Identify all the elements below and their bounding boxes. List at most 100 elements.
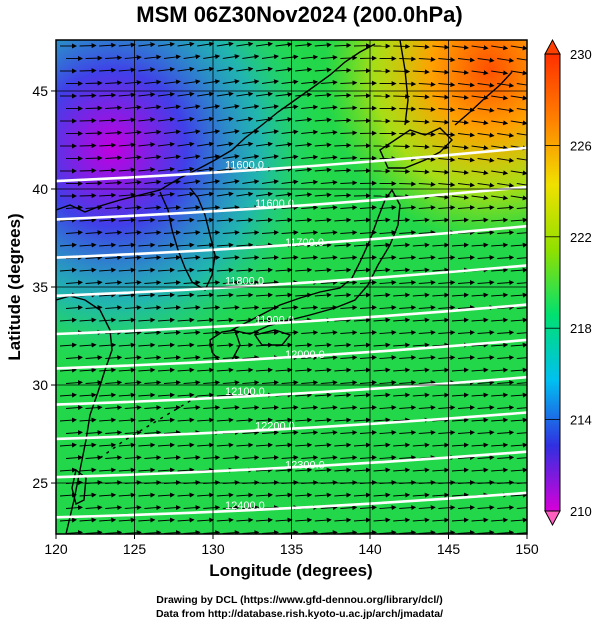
wind-arrow (242, 154, 260, 160)
wind-arrow (138, 442, 156, 448)
wind-arrow (471, 70, 489, 76)
wind-arrow (177, 242, 195, 248)
wind-arrow (255, 41, 273, 47)
wind-arrow (399, 81, 417, 87)
wind-arrow (183, 179, 201, 185)
wind-arrow (177, 317, 195, 323)
colorbar-label-226: 226 (570, 138, 592, 153)
wind-arrow (163, 154, 181, 160)
wind-arrow (418, 280, 436, 286)
wind-arrow (197, 517, 215, 523)
wind-arrow (491, 242, 509, 248)
wind-arrow (79, 143, 97, 149)
wind-arrow (222, 505, 240, 511)
wind-arrow (144, 280, 162, 286)
wind-arrow (79, 442, 97, 448)
wind-arrow (144, 205, 162, 211)
wind-arrow (516, 207, 527, 209)
wind-arrow (301, 129, 319, 135)
wind-arrow (183, 255, 201, 261)
wind-arrow (203, 54, 221, 60)
wind-arrow (105, 430, 123, 436)
x-axis-title: Longitude (degrees) (209, 561, 372, 580)
wind-arrow (399, 330, 417, 336)
wind-arrow (457, 355, 475, 361)
wind-arrow (236, 517, 254, 523)
shikoku (253, 329, 292, 346)
wind-arrow (438, 132, 456, 138)
wind-arrow (203, 205, 221, 211)
wind-arrow (157, 141, 175, 147)
wind-arrow (295, 42, 313, 48)
wind-arrow (99, 517, 117, 523)
wind-arrow (432, 442, 450, 448)
wind-arrow (236, 267, 254, 273)
wind-arrow (85, 130, 103, 136)
wind-arrow (432, 242, 450, 248)
wind-arrow (399, 355, 417, 361)
wind-arrow (295, 192, 313, 198)
wind-arrow (399, 181, 417, 187)
wind-arrow (59, 217, 77, 223)
wind-arrow (197, 66, 215, 72)
wind-arrow (177, 492, 195, 498)
wind-arrow (216, 317, 234, 323)
wind-arrow (491, 120, 509, 126)
wind-arrow (99, 167, 117, 173)
wind-arrow (393, 217, 411, 223)
wind-arrow (477, 280, 495, 286)
wind-arrow (457, 280, 475, 286)
contour-label: 11600.0 (225, 160, 264, 172)
wind-arrow (261, 280, 279, 286)
wind-arrow (301, 380, 319, 386)
wind-arrow (222, 79, 240, 85)
y-tick-label-45: 45 (32, 83, 48, 99)
wind-arrow (281, 104, 299, 110)
wind-arrow (334, 442, 352, 448)
wind-arrow (99, 242, 117, 248)
wind-arrow (203, 455, 221, 461)
wind-arrow (79, 417, 97, 423)
wind-arrow (203, 305, 221, 311)
wind-arrow (255, 342, 273, 348)
wind-arrow (59, 267, 77, 273)
wind-arrow (320, 55, 338, 61)
wind-arrow (353, 217, 371, 223)
wind-arrow (491, 367, 509, 373)
y-tick-label-35: 35 (32, 279, 48, 295)
colorbar-min-arrow (544, 510, 561, 527)
wind-arrow (301, 455, 319, 461)
wind-arrow (157, 66, 175, 72)
wind-arrow (340, 505, 358, 511)
wind-arrow (301, 104, 319, 110)
wind-arrow (99, 217, 117, 223)
wind-arrow (418, 305, 436, 311)
wind-arrow (177, 191, 195, 197)
wind-arrow (359, 205, 377, 211)
wind-arrow (242, 54, 260, 60)
wind-arrow (138, 467, 156, 473)
wind-arrow (438, 82, 456, 88)
wind-arrow (197, 342, 215, 348)
wind-arrow (393, 492, 411, 498)
wind-arrow (359, 255, 377, 261)
wind-arrow (432, 492, 450, 498)
wind-arrow (340, 455, 358, 461)
wind-arrow (334, 467, 352, 473)
wind-arrow (216, 267, 234, 273)
wind-arrow (516, 83, 527, 86)
wind-arrow (216, 166, 234, 172)
wind-arrow (393, 168, 411, 174)
wind-arrow (177, 116, 195, 122)
wind-arrow (197, 217, 215, 223)
wind-arrow (510, 195, 527, 201)
wind-arrow (477, 157, 495, 163)
wind-arrow (497, 430, 515, 436)
wind-arrow (118, 392, 136, 398)
wind-arrow (261, 430, 279, 436)
wind-arrow (261, 455, 279, 461)
wind-arrow (157, 217, 175, 223)
wind-arrow (359, 305, 377, 311)
credit-drawing: Drawing by DCL (https://www.gfd-dennou.o… (156, 594, 443, 606)
wind-arrow (340, 330, 358, 336)
